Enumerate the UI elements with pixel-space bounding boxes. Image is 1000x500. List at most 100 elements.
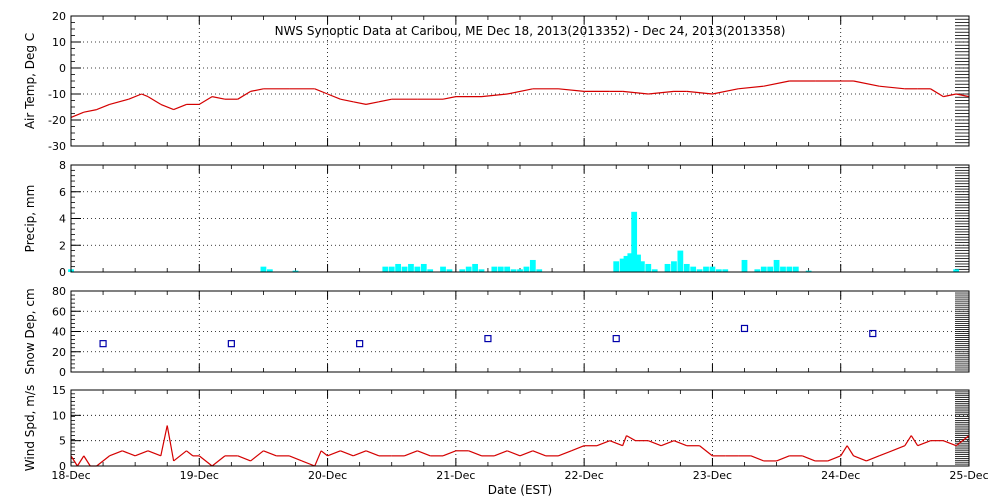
snow-depth-point [99, 340, 107, 348]
precip-bar [953, 269, 960, 272]
precip-bar [767, 266, 774, 272]
precip-bar [292, 270, 299, 272]
precip-bar [780, 266, 786, 272]
x-tick-label: 24-Dec [821, 469, 860, 482]
precip-bar [420, 263, 427, 272]
precip-bar [472, 263, 478, 272]
series-line-segment [506, 450, 521, 457]
series-line-segment [943, 440, 957, 447]
panel-frame [70, 15, 970, 147]
y-tick-label: 60 [52, 305, 66, 318]
series-line-segment [314, 88, 328, 95]
series-line-segment [96, 103, 110, 111]
snow-depth-point [612, 334, 620, 343]
series-line-segment [198, 455, 213, 467]
precip-bar [414, 266, 421, 272]
precip-bar [715, 269, 722, 272]
series-line-segment [622, 435, 628, 446]
x-axis-label: Date (EST) [488, 483, 552, 497]
precip-bar [510, 269, 517, 272]
series-line-segment [532, 450, 546, 457]
snow-depth-point [869, 329, 877, 338]
series-line-segment [468, 450, 482, 457]
x-tick-label: 21-Dec [436, 469, 475, 482]
series-line-segment [853, 80, 880, 87]
precip-bar [388, 266, 395, 272]
series-line-segment [314, 450, 322, 467]
y-axis-label: Air Temp, Deg C [23, 33, 37, 129]
precip-bar [741, 259, 748, 272]
precip-bar [627, 253, 634, 272]
precip-bar [696, 269, 703, 272]
y-axis-label: Precip, mm [23, 185, 37, 253]
series-line-segment [609, 440, 623, 447]
series-line-segment [571, 445, 585, 452]
precip-bar [645, 263, 652, 272]
series-line-segment [417, 450, 431, 457]
precip-bar [683, 263, 690, 272]
series-line-segment [648, 90, 675, 95]
panel-frame [70, 389, 970, 467]
y-tick-label: 10 [52, 409, 66, 422]
y-axis-label: Snow Dep, cm [23, 288, 37, 374]
series-line-segment [237, 455, 251, 462]
y-tick-label: 0 [59, 460, 66, 473]
series-line-segment [660, 440, 675, 447]
precip-bar [408, 263, 414, 272]
precip-bar [266, 269, 273, 272]
series-line-segment [147, 96, 162, 105]
precip-bar [677, 250, 684, 272]
series-line-segment [712, 88, 739, 95]
series-line-segment [211, 455, 226, 467]
series-line-segment [122, 450, 136, 457]
chart-title: NWS Synoptic Data at Caribou, ME Dec 18,… [275, 24, 786, 38]
y-tick-label: 4 [59, 213, 66, 226]
precip-bar [709, 266, 716, 272]
y-tick-label: -10 [48, 88, 66, 101]
series-line-segment [160, 425, 168, 456]
series-line-segment [802, 455, 816, 462]
series-line-segment [134, 450, 149, 457]
series-line-segment [879, 85, 905, 90]
series-line-segment [558, 450, 572, 457]
series-line-segment [301, 460, 315, 467]
x-tick-label: 19-Dec [180, 469, 219, 482]
precip-bar [504, 266, 511, 272]
precip-bar [773, 259, 780, 272]
precip-bar [703, 266, 709, 272]
series-line-segment [943, 93, 957, 98]
series-line-segment [320, 450, 328, 457]
series-line-segment [327, 450, 341, 457]
precip-bar [382, 266, 389, 272]
series-line-segment [147, 450, 162, 457]
series-line-segment [738, 85, 764, 90]
series-line-segment [160, 103, 174, 111]
y-tick-label: 20 [52, 10, 66, 23]
precip-bar [631, 211, 638, 272]
precip-bar [651, 269, 658, 272]
series-line-segment [494, 450, 508, 457]
precip-bar [459, 269, 466, 272]
x-tick-label: 25-Dec [949, 469, 988, 482]
series-line-segment [846, 445, 855, 457]
panel-air-temp: -30 -20 -10 0 10 20 Air Temp, Deg C [23, 10, 970, 153]
series-line-segment [930, 88, 944, 98]
series-line-segment [507, 88, 533, 95]
y-tick-label: 0 [59, 266, 66, 279]
series-line-segment [699, 445, 713, 457]
series-line-segment [70, 455, 78, 467]
series-line-segment [956, 93, 970, 98]
series-line-segment [250, 88, 264, 92]
series-line-segment [763, 80, 790, 87]
series-line-segment [263, 450, 277, 457]
y-tick-label: 20 [52, 346, 66, 359]
series-line-segment [648, 440, 662, 447]
series-line-segment [891, 445, 906, 452]
precip-bar [427, 269, 434, 272]
precip-bar [805, 270, 812, 272]
series-line-segment [558, 88, 585, 92]
series-line-segment [840, 445, 848, 457]
y-tick-label: 0 [59, 62, 66, 75]
series-line-segment [673, 440, 687, 447]
